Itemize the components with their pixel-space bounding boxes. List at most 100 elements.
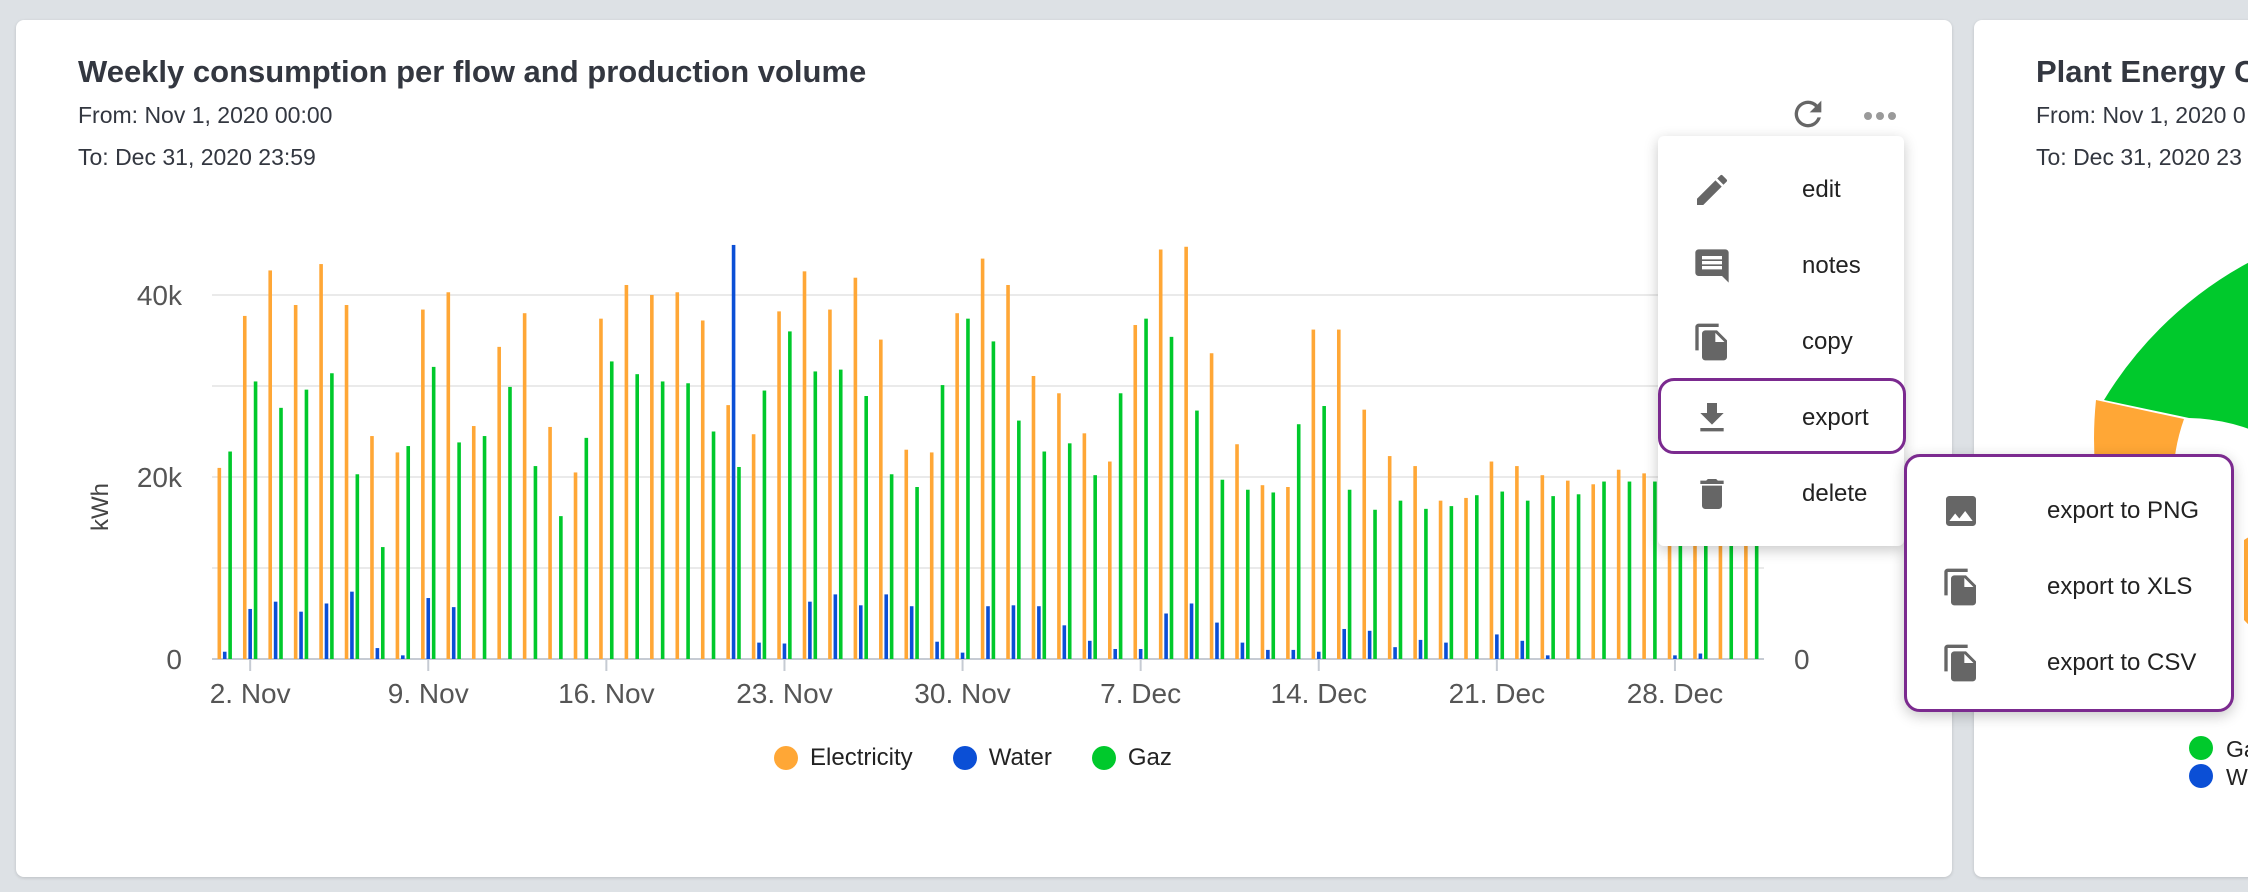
bar-electricity [268, 270, 273, 659]
menu-item-export[interactable]: export [1658, 384, 1904, 452]
date-to: To: Dec 31, 2020 23:59 [78, 144, 316, 170]
bar-gaz [1017, 420, 1021, 659]
submenu-item-png[interactable]: export to PNG [1907, 475, 2231, 547]
bar-water [1164, 613, 1168, 659]
bar-electricity [446, 292, 451, 659]
bar-water [935, 641, 939, 659]
bar-gaz [1067, 443, 1072, 659]
bar-water [1545, 655, 1550, 659]
y-tick-label: 40k [137, 280, 183, 311]
bar-electricity [1540, 475, 1545, 659]
menu-item-delete[interactable]: delete [1658, 460, 1904, 528]
legend-label-electricity: Electricity [810, 744, 913, 771]
bar-electricity [471, 426, 476, 659]
date-from: From: Nov 1, 2020 00:00 [78, 102, 333, 128]
bar-electricity [1006, 284, 1010, 659]
bar-gaz [584, 437, 589, 659]
bar-gaz [1576, 494, 1581, 659]
bar-gaz [1195, 410, 1199, 659]
bar-gaz [253, 381, 258, 659]
bar-gaz [1373, 509, 1377, 659]
bar-gaz [686, 383, 690, 659]
bar-gaz [406, 446, 411, 659]
menu-item-notes[interactable]: notes [1658, 232, 1904, 300]
bar-electricity [1718, 467, 1723, 659]
bar-gaz [1627, 481, 1632, 659]
bar-electricity [1489, 461, 1494, 659]
bar-gaz [660, 381, 665, 659]
legend-electricity[interactable]: Electricity [774, 744, 913, 772]
bar-water [324, 603, 329, 659]
bar-electricity [624, 284, 629, 659]
submenu-item-csv-label: export to CSV [2047, 649, 2197, 676]
export-submenu: export to PNG export to XLS export to CS… [1904, 454, 2234, 712]
bar-gaz [1602, 481, 1606, 659]
legend-dot-water [952, 746, 977, 770]
bar-electricity [370, 436, 374, 659]
bar-electricity [421, 309, 425, 659]
bar-gaz [762, 390, 767, 659]
bar-water [1240, 642, 1245, 659]
download-icon [1692, 398, 1732, 443]
more-horiz-icon[interactable] [1860, 104, 1900, 128]
bar-gaz [1475, 495, 1479, 659]
bar-gaz [1118, 393, 1123, 659]
bar-electricity [1362, 409, 1367, 659]
bar-water [451, 607, 456, 659]
bar-water [960, 652, 965, 659]
bar-electricity [777, 311, 781, 659]
bar-gaz [1500, 491, 1505, 659]
legend-label-gaz-right: Ga [2226, 736, 2248, 762]
bar-electricity [853, 277, 858, 659]
bar-gaz [1678, 486, 1683, 659]
legend-label-water-right: W [2226, 764, 2248, 790]
legend-dot-gaz-right [2189, 736, 2213, 760]
bar-gaz [533, 466, 538, 659]
bar-water [1266, 649, 1270, 659]
bar-gaz [1042, 451, 1047, 659]
bar-gaz [508, 386, 512, 659]
bar-water [731, 244, 736, 659]
bar-gaz [482, 436, 487, 659]
bar-gaz [228, 451, 232, 659]
bar-gaz [1144, 318, 1148, 659]
widget-menu: edit notes copy export delete [1658, 136, 1904, 546]
bar-water [222, 651, 227, 659]
y2-tick-label: 0 [1794, 644, 1810, 675]
bar-gaz [991, 341, 996, 659]
bar-gaz [1449, 506, 1454, 659]
bar-water [1698, 653, 1703, 659]
widget-right-date-to: To: Dec 31, 2020 23 [2036, 144, 2242, 170]
bar-gaz [457, 442, 461, 659]
submenu-item-xls[interactable]: export to XLS [1907, 551, 2231, 623]
bar-water [375, 648, 380, 659]
bar-water [884, 594, 889, 659]
bar-electricity [1158, 249, 1163, 659]
bar-electricity [1260, 485, 1265, 659]
bar-water [1189, 603, 1194, 659]
x-tick-label: 9. Nov [388, 678, 469, 709]
bar-gaz [1525, 500, 1530, 659]
bar-water [350, 591, 354, 659]
bar-electricity [1133, 325, 1138, 659]
legend-label-water: Water [988, 744, 1052, 771]
legend-gaz[interactable]: Gaz [1091, 744, 1172, 772]
bar-electricity [1515, 466, 1519, 659]
bar-electricity [700, 320, 705, 659]
menu-item-edit[interactable]: edit [1658, 156, 1904, 224]
submenu-item-csv[interactable]: export to CSV [1907, 627, 2231, 699]
bar-gaz [788, 331, 792, 659]
bar-electricity [1286, 487, 1290, 659]
refresh-icon[interactable] [1788, 94, 1828, 134]
bar-electricity [1311, 329, 1316, 659]
widget-right-title: Plant Energy C [2036, 54, 2248, 89]
bar-electricity [980, 258, 985, 659]
menu-item-copy[interactable]: copy [1658, 308, 1904, 376]
bar-water [1113, 648, 1118, 659]
menu-item-export-label: export [1802, 404, 1869, 431]
bar-gaz [304, 389, 309, 659]
legend-water[interactable]: Water [952, 744, 1052, 772]
bar-gaz [966, 318, 970, 659]
widget-title: Weekly consumption per flow and producti… [78, 54, 867, 89]
file-icon [1941, 567, 1981, 612]
